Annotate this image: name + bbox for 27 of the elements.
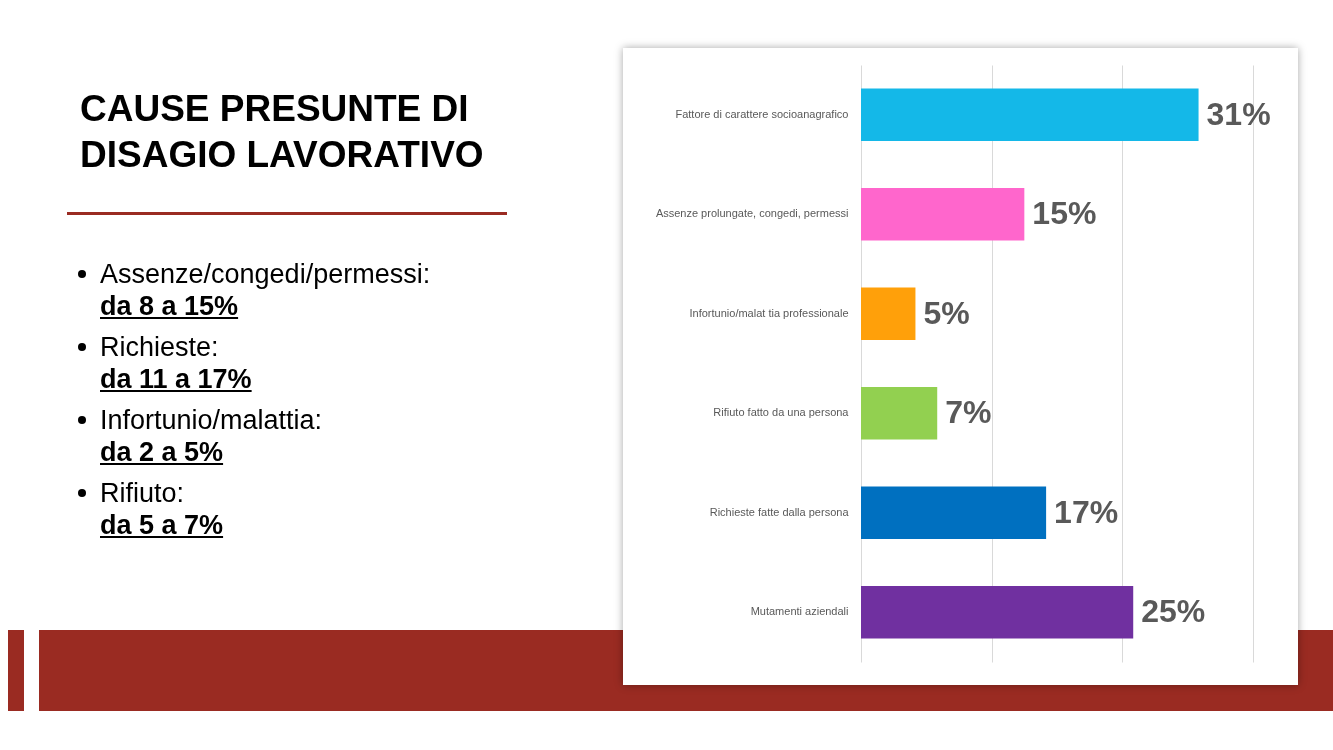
text: da 8 a 15%: [99, 290, 240, 322]
data-label: 15%: [1032, 195, 1097, 232]
bar: [861, 187, 1025, 241]
bar: [861, 585, 1134, 639]
bar: [861, 386, 938, 440]
text: da 11 a 17%: [99, 363, 253, 395]
data-label: 17%: [1054, 493, 1119, 530]
text: da 2 a 5%: [99, 436, 225, 468]
y-tick-label: Infortunio/malat tia professionale: [689, 306, 849, 319]
text: Assenze/congedi/permessi:: [99, 258, 432, 290]
y-tick-label: Richieste fatte dalla persona: [709, 505, 850, 518]
text: CAUSE PRESUNTE DI DISAGIO LAVORATIVO: [80, 87, 485, 177]
data-label: 7%: [945, 394, 992, 431]
text: Richieste:: [99, 331, 220, 363]
bar: [861, 287, 916, 341]
data-label: 25%: [1141, 593, 1206, 630]
data-label: 5%: [923, 294, 970, 331]
bar: [861, 486, 1047, 540]
text: da 5 a 7%: [99, 509, 225, 541]
y-tick-label: Fattore di carattere socioanagrafico: [675, 107, 849, 120]
data-label: 31%: [1206, 95, 1271, 132]
text: Rifiuto:: [99, 477, 186, 509]
y-tick-label: Rifiuto fatto da una persona: [713, 406, 850, 419]
y-tick-label: Assenze prolungate, congedi, permessi: [655, 207, 849, 220]
text: Infortunio/malattia:: [99, 404, 324, 436]
y-tick-label: Mutamenti aziendali: [750, 605, 849, 618]
bar: [861, 88, 1199, 142]
